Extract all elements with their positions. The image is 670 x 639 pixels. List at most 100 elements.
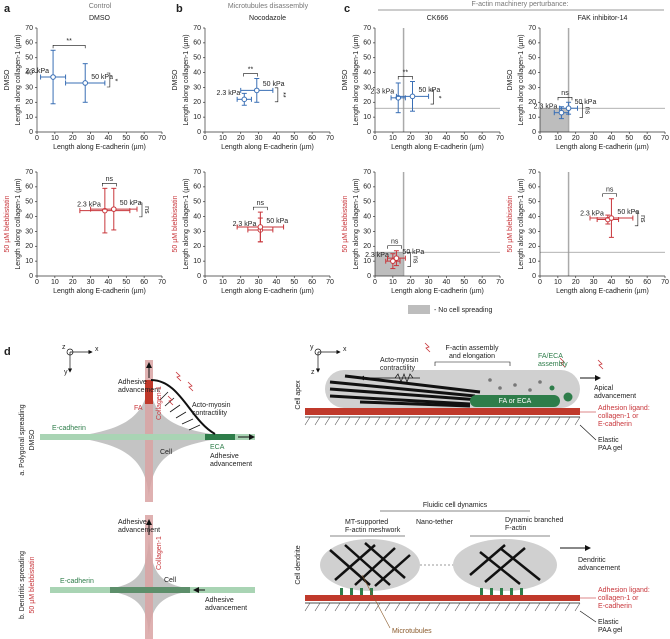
y-tick-label: 30 [193, 84, 201, 91]
y-tick-label: 20 [193, 99, 201, 106]
label: Microtubules [392, 628, 432, 635]
significance-label: * [435, 96, 442, 99]
label: Collagen-1 [156, 536, 163, 570]
row-label: 50 µM blebbistatin [4, 195, 11, 252]
significance-bracket [634, 211, 639, 227]
x-tick-label: 40 [443, 135, 451, 142]
label: Cell [164, 577, 177, 584]
point-label: 2.3 kPa [365, 252, 389, 259]
label: Nano-tether [416, 519, 454, 526]
x-tick-label: 0 [203, 135, 207, 142]
y-tick-label: 50 [193, 199, 201, 206]
significance-bracket [397, 76, 413, 80]
point-label: 2.3 kPa [370, 89, 394, 96]
label: Adhesion ligand: [598, 587, 650, 594]
row-label: DMSO [29, 429, 36, 451]
x-tick-label: 50 [625, 279, 633, 286]
x-tick-label: 40 [105, 135, 113, 142]
axis-label: z [311, 369, 315, 376]
y-tick-label: 20 [193, 243, 201, 250]
x-tick-label: 40 [443, 279, 451, 286]
y-axis-label: Length along collagen-1 (µm) [518, 178, 525, 269]
x-tick-label: 20 [572, 279, 580, 286]
y-tick-label: 60 [25, 184, 33, 191]
y-tick-label: 30 [528, 228, 536, 235]
chart-title: DMSO [89, 15, 111, 22]
x-tick-label: 30 [425, 135, 433, 142]
significance-bracket [430, 89, 434, 105]
x-tick-label: 20 [572, 135, 580, 142]
label: contractility [380, 365, 416, 372]
y-axis-label: Length along collagen-1 (µm) [15, 178, 22, 269]
y-tick-label: 10 [193, 258, 201, 265]
label: MT-supported [345, 519, 388, 526]
significance-label: ns [561, 90, 569, 97]
y-tick-label: 60 [363, 40, 371, 47]
significance-bracket [387, 245, 402, 249]
significance-label: ** [403, 69, 409, 76]
x-tick-label: 70 [496, 135, 504, 142]
legend-swatch [408, 305, 430, 314]
x-tick-label: 20 [237, 135, 245, 142]
label: advancement [205, 605, 247, 612]
x-tick-label: 30 [590, 279, 598, 286]
label: Adhesive [118, 519, 147, 526]
significance-bracket [579, 103, 583, 118]
label: Apical [594, 385, 614, 392]
diagram-dendritic: Adhesive advancement Collagen-1 E-cadher… [19, 515, 255, 639]
x-tick-label: 0 [538, 135, 542, 142]
label: ECA [210, 444, 225, 451]
axis-label: x [95, 346, 99, 353]
significance-label: ns [391, 239, 399, 246]
y-tick-label: 60 [193, 184, 201, 191]
x-tick-label: 0 [203, 279, 207, 286]
x-tick-label: 50 [460, 135, 468, 142]
y-tick-label: 10 [25, 258, 33, 265]
label: advancement [594, 393, 636, 400]
y-tick-label: 70 [25, 25, 33, 32]
axis-label: y [64, 369, 68, 376]
x-tick-label: 30 [255, 135, 263, 142]
group-header: Microtubules disassembly [228, 3, 309, 10]
point [241, 96, 248, 103]
x-tick-label: 70 [326, 135, 334, 142]
label: Adhesive [205, 597, 234, 604]
x-tick-label: 70 [661, 279, 669, 286]
y-tick-label: 40 [25, 213, 33, 220]
point-label: 50 kPa [91, 74, 113, 81]
axis-label: x [343, 346, 347, 353]
y-tick-label: 40 [528, 69, 536, 76]
y-tick-label: 0 [197, 129, 201, 136]
x-tick-label: 50 [460, 279, 468, 286]
axis-label: z [62, 344, 66, 351]
x-tick-label: 20 [69, 279, 77, 286]
y-tick-label: 30 [25, 228, 33, 235]
point-label: 50 kPa [575, 99, 597, 106]
point [82, 80, 89, 86]
significance-label: ns [584, 107, 591, 115]
group-header: Control [89, 3, 112, 10]
significance-label: ** [66, 38, 72, 45]
point-label: 50 kPa [617, 209, 639, 216]
x-tick-label: 40 [608, 135, 616, 142]
point-label: 2.3 kPa [217, 90, 241, 97]
y-axis-label: Length along collagen-1 (µm) [518, 34, 525, 125]
y-tick-label: 20 [25, 99, 33, 106]
x-tick-label: 70 [158, 135, 166, 142]
x-tick-label: 10 [554, 279, 562, 286]
y-tick-label: 70 [193, 169, 201, 176]
y-tick-label: 40 [193, 213, 201, 220]
row-label: b. Dendritic spreading [19, 551, 26, 619]
y-tick-label: 70 [363, 169, 371, 176]
point [558, 109, 565, 116]
point-label: 2.3 kPa [580, 210, 604, 217]
label: advancement [118, 387, 160, 394]
axis-label: y [310, 344, 314, 351]
x-axis-label: Length along E-cadherin (µm) [53, 144, 146, 151]
x-tick-label: 70 [661, 135, 669, 142]
x-tick-label: 20 [69, 135, 77, 142]
x-tick-label: 0 [35, 135, 39, 142]
x-tick-label: 70 [496, 279, 504, 286]
x-tick-label: 30 [425, 279, 433, 286]
